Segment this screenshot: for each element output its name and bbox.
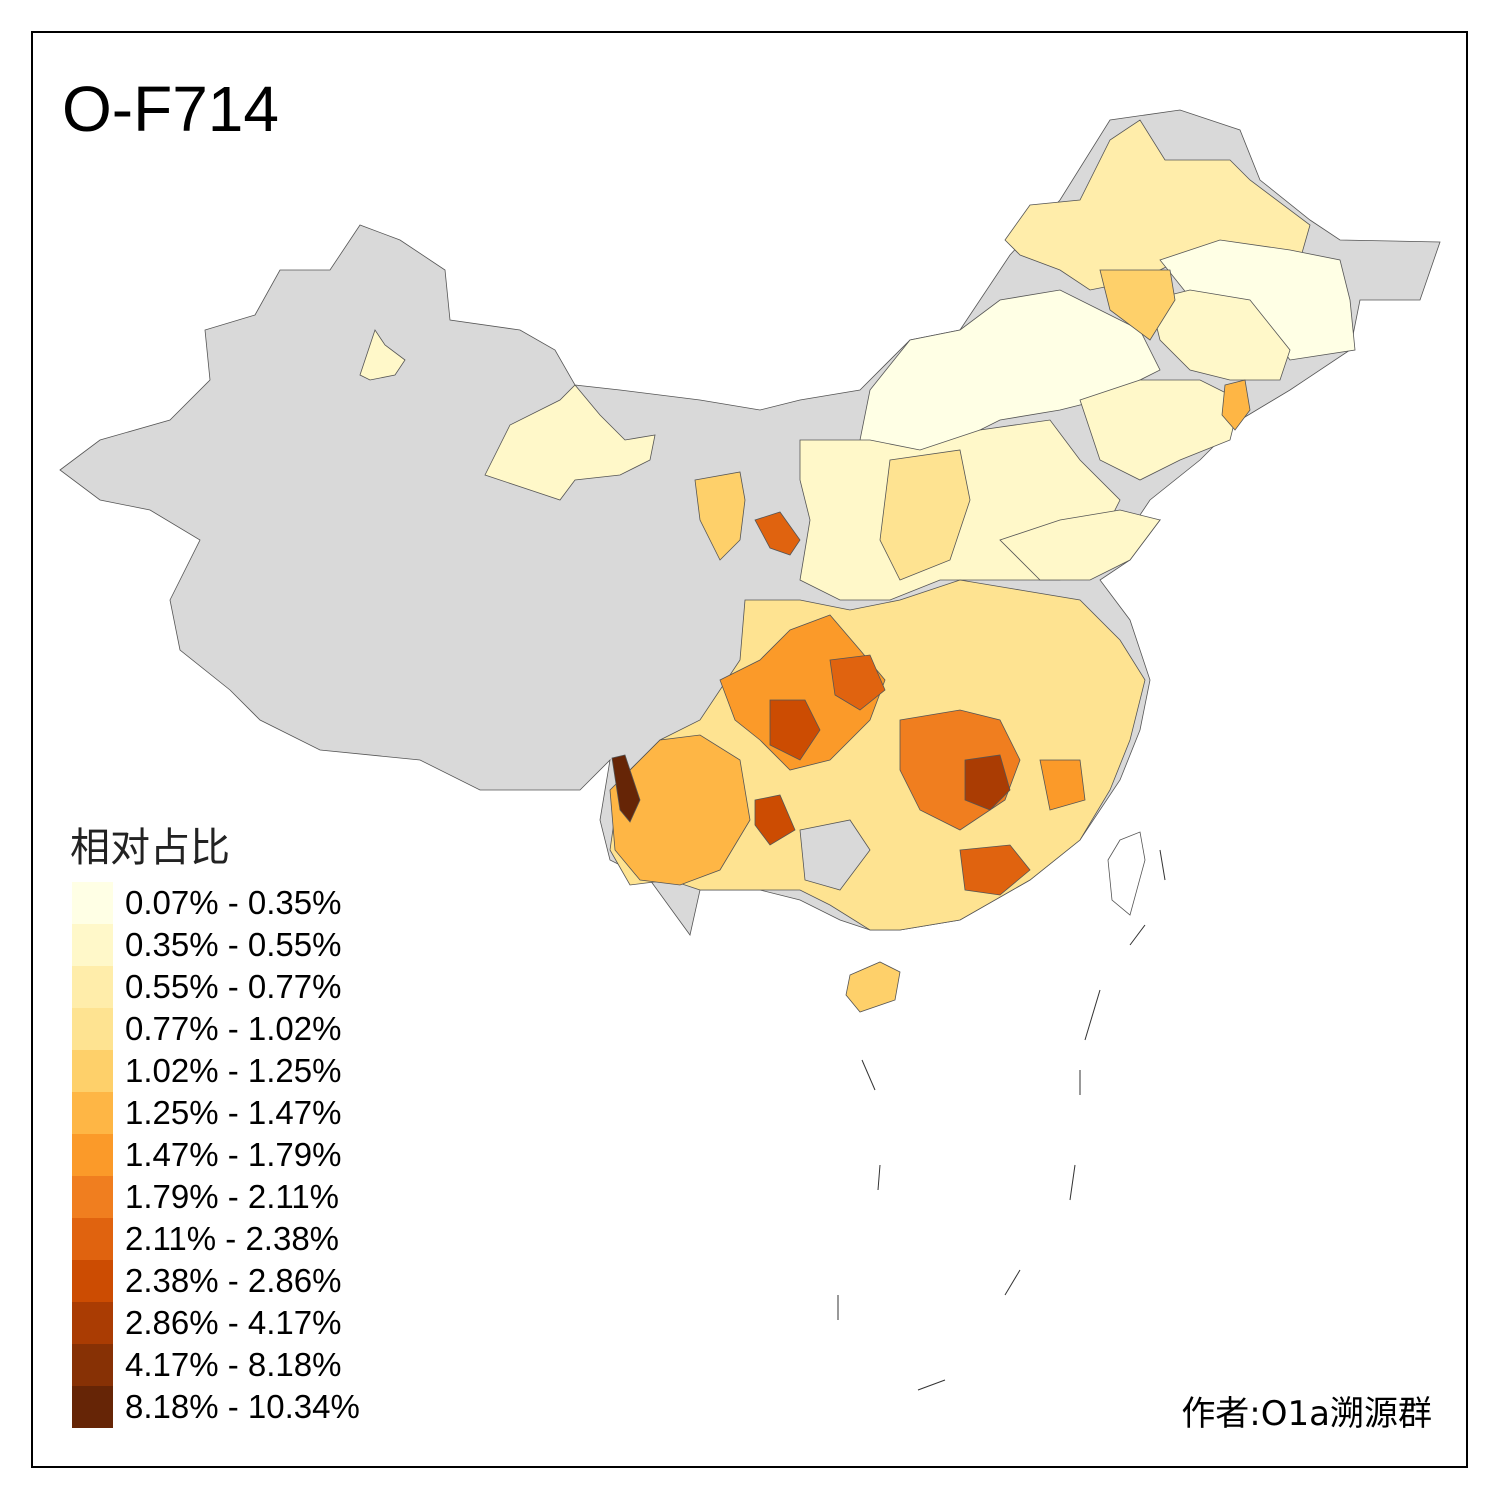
legend-label: 2.86% - 4.17% bbox=[125, 1304, 342, 1341]
legend-item: 8.18% - 10.34% bbox=[72, 1386, 360, 1428]
region-yunnan-west bbox=[611, 754, 641, 823]
region-sichuan-dark bbox=[769, 699, 821, 761]
legend-item: 2.38% - 2.86% bbox=[72, 1260, 360, 1302]
legend-label: 0.77% - 1.02% bbox=[125, 1010, 342, 1047]
legend-item: 0.55% - 0.77% bbox=[72, 966, 360, 1008]
legend-title: 相对占比 bbox=[70, 825, 230, 871]
legend-item: 1.02% - 1.25% bbox=[72, 1050, 360, 1092]
legend-swatch bbox=[72, 1134, 113, 1176]
region-guizhou-dark bbox=[754, 794, 796, 846]
legend: 0.07% - 0.35% 0.35% - 0.55% 0.55% - 0.77% 0… bbox=[72, 882, 360, 1428]
region-xinjiang-colored bbox=[359, 329, 406, 381]
legend-swatch bbox=[72, 1302, 113, 1344]
legend-swatch bbox=[72, 1260, 113, 1302]
legend-swatch bbox=[72, 1218, 113, 1260]
legend-swatch bbox=[72, 966, 113, 1008]
region-guangdong-north bbox=[959, 844, 1031, 896]
map-title: O-F714 bbox=[62, 73, 279, 145]
legend-item: 1.79% - 2.11% bbox=[72, 1176, 360, 1218]
legend-label: 1.02% - 1.25% bbox=[125, 1052, 342, 1089]
region-liaoning-orange bbox=[1221, 379, 1251, 431]
region-hainan bbox=[845, 961, 901, 1013]
legend-label: 0.35% - 0.55% bbox=[125, 926, 342, 963]
region-shanxi bbox=[879, 449, 971, 581]
region-jiangxi-dark bbox=[964, 754, 1011, 811]
legend-label: 1.25% - 1.47% bbox=[125, 1094, 342, 1131]
legend-swatch bbox=[72, 1092, 113, 1134]
region-liaoning bbox=[1079, 379, 1241, 481]
region-hinggan bbox=[1099, 269, 1176, 341]
region-yunnan bbox=[609, 734, 751, 886]
author-credit: 作者:O1a溯源群 bbox=[1181, 1394, 1432, 1434]
legend-label: 1.79% - 2.11% bbox=[125, 1178, 340, 1215]
region-gansu-west bbox=[484, 384, 656, 501]
region-fujian bbox=[1039, 759, 1086, 811]
region-ningxia bbox=[694, 471, 746, 561]
legend-swatch bbox=[72, 924, 113, 966]
legend-swatch bbox=[72, 882, 113, 924]
region-ordos bbox=[754, 511, 801, 556]
legend-swatch bbox=[72, 1008, 113, 1050]
map-frame bbox=[31, 31, 1468, 1468]
legend-item: 1.25% - 1.47% bbox=[72, 1092, 360, 1134]
legend-item: 0.77% - 1.02% bbox=[72, 1008, 360, 1050]
legend-item: 4.17% - 8.18% bbox=[72, 1344, 360, 1386]
legend-label: 1.47% - 1.79% bbox=[125, 1136, 342, 1173]
legend-label: 0.07% - 0.35% bbox=[125, 884, 342, 921]
legend-swatch bbox=[72, 1344, 113, 1386]
legend-item: 2.11% - 2.38% bbox=[72, 1218, 360, 1260]
legend-swatch bbox=[72, 1176, 113, 1218]
legend-swatch bbox=[72, 1386, 113, 1428]
legend-swatch bbox=[72, 1050, 113, 1092]
region-sichuan-orange bbox=[719, 614, 886, 771]
legend-item: 0.35% - 0.55% bbox=[72, 924, 360, 966]
region-shandong bbox=[999, 509, 1161, 581]
south-china-sea-islands bbox=[837, 849, 1166, 1391]
legend-label: 0.55% - 0.77% bbox=[125, 968, 342, 1005]
region-guangxi-gray bbox=[799, 819, 871, 891]
legend-label: 8.18% - 10.34% bbox=[125, 1388, 360, 1425]
legend-label: 4.17% - 8.18% bbox=[125, 1346, 342, 1383]
legend-label: 2.11% - 2.38% bbox=[125, 1220, 340, 1257]
legend-item: 1.47% - 1.79% bbox=[72, 1134, 360, 1176]
legend-item: 0.07% - 0.35% bbox=[72, 882, 360, 924]
region-taiwan bbox=[1107, 831, 1146, 916]
region-jilin bbox=[1149, 289, 1291, 381]
region-chongqing bbox=[829, 654, 886, 711]
legend-item: 2.86% - 4.17% bbox=[72, 1302, 360, 1344]
legend-label: 2.38% - 2.86% bbox=[125, 1262, 342, 1299]
